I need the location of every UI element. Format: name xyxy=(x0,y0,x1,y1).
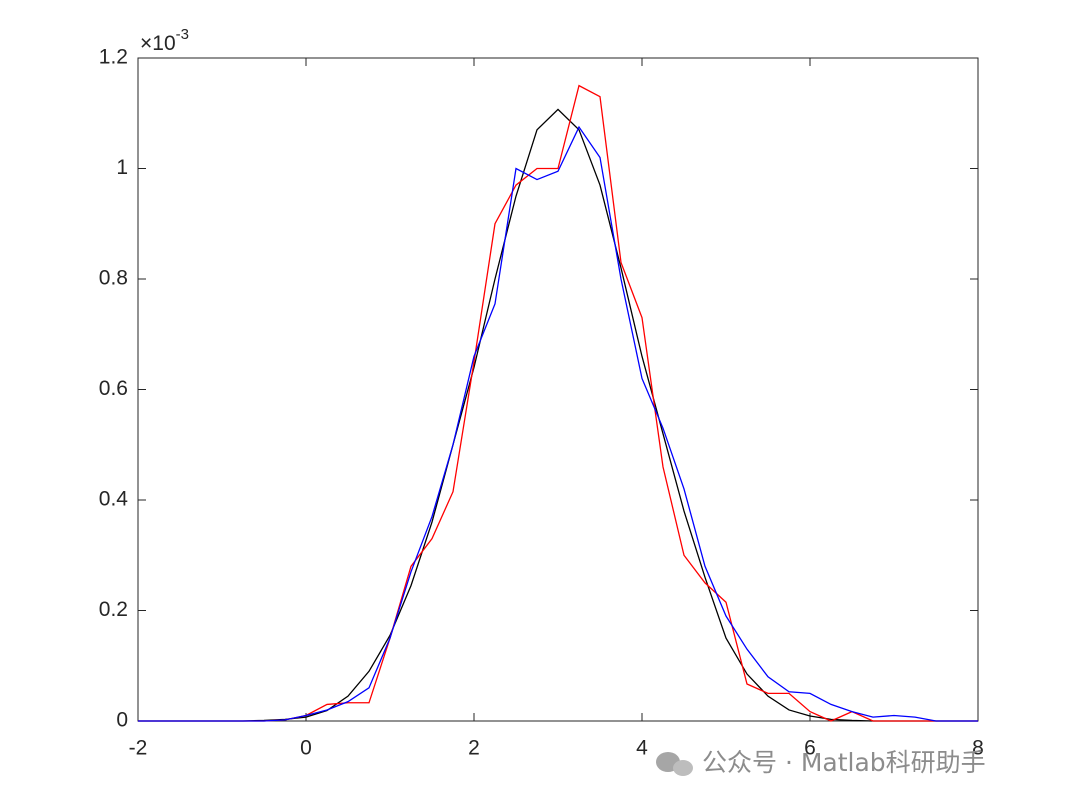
x-tick-label: -2 xyxy=(129,737,148,760)
x-tick-label: 4 xyxy=(636,737,648,760)
plot-area xyxy=(137,57,979,722)
y-tick-label: 1.2 xyxy=(99,46,128,69)
x-tick-label: 2 xyxy=(468,737,480,760)
x-tick-label: 8 xyxy=(972,737,984,760)
watermark-icon xyxy=(673,760,693,776)
y-tick-label: 1 xyxy=(116,156,128,179)
watermark: 公众号 · Matlab科研助手 xyxy=(656,748,986,777)
watermark-text: 公众号 · Matlab科研助手 xyxy=(702,748,986,777)
x-tick-label: 6 xyxy=(804,737,816,760)
exponent-label: ×10-3 xyxy=(140,26,189,55)
x-tick-label: 0 xyxy=(300,737,312,760)
y-tick-label: 0.6 xyxy=(99,377,128,400)
exponent-power: -3 xyxy=(176,26,189,43)
series-line xyxy=(138,125,978,722)
y-tick-label: 0.2 xyxy=(99,598,128,621)
exponent-base: ×10 xyxy=(140,32,176,55)
y-tick-label: 0.8 xyxy=(99,267,128,290)
y-tick-label: 0 xyxy=(116,709,128,732)
y-tick-label: 0.4 xyxy=(99,488,129,511)
